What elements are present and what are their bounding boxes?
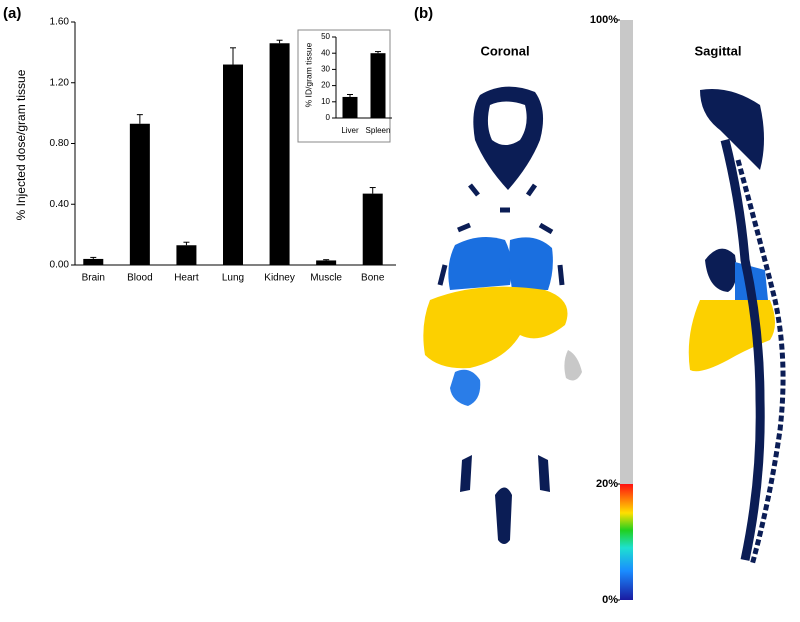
panel-label: (a) [3, 5, 21, 22]
y-tick-label: 30 [321, 65, 330, 74]
coronal-image [423, 86, 582, 544]
bar [129, 123, 150, 265]
error-bar [323, 259, 330, 261]
y-tick-label: 1.60 [50, 17, 70, 28]
y-tick-label: 0.00 [50, 260, 70, 271]
error-bar [375, 51, 381, 54]
x-tick-label: Spleen [366, 126, 391, 135]
colorbar-tick-label: 100% [590, 14, 618, 26]
error-bar [136, 114, 143, 124]
bar [362, 193, 383, 265]
y-axis-label: % Injected dose/gram tissue [14, 69, 28, 220]
y-tick-label: 50 [321, 32, 330, 41]
y-tick-label: 0.80 [50, 138, 70, 149]
y-tick-label: 0.40 [50, 199, 70, 210]
bar [223, 64, 243, 266]
y-tick-label: 0 [326, 113, 331, 122]
view-label: Sagittal [695, 43, 742, 58]
x-tick-label: Muscle [310, 273, 342, 284]
error-bar [369, 187, 376, 194]
sagittal-image [688, 89, 786, 566]
view-label: Coronal [480, 43, 529, 58]
bar [316, 260, 337, 265]
bar [83, 258, 104, 265]
y-tick-label: 1.20 [50, 77, 70, 88]
y-tick-label: 10 [321, 97, 330, 106]
colorbar-gray [620, 20, 633, 484]
inset-y-axis-label: % ID/gram tissue [303, 42, 313, 107]
panel-label: (b) [414, 5, 433, 22]
bar [269, 43, 290, 266]
error-bar [90, 256, 97, 259]
bar [176, 245, 197, 265]
colorbar-scale [620, 484, 633, 600]
x-tick-label: Heart [174, 273, 199, 284]
bar-chart: 0.00 0.40 0.80 1.20 1.60 Brain Blood Heart Lung K… [50, 17, 396, 284]
x-tick-label: Brain [82, 273, 105, 284]
colorbar: 100% 20% 0% [590, 14, 633, 606]
error-bar [347, 94, 353, 97]
error-bar [230, 47, 236, 65]
x-tick-label: Kidney [264, 273, 295, 284]
error-bar [183, 241, 190, 246]
x-tick-label: Blood [127, 273, 153, 284]
x-tick-label: Lung [222, 273, 244, 284]
colorbar-tick-label: 0% [602, 594, 618, 606]
bar [342, 96, 358, 118]
colorbar-tick-label: 20% [596, 478, 618, 490]
x-tick-label: Liver [341, 126, 359, 135]
y-tick-label: 20 [321, 81, 330, 90]
y-tick-label: 40 [321, 48, 330, 57]
x-tick-label: Bone [361, 273, 385, 284]
error-bar [276, 39, 283, 44]
bar [370, 53, 386, 119]
bar-chart: 0 10 20 30 40 50 Liver Spleen [321, 32, 392, 135]
